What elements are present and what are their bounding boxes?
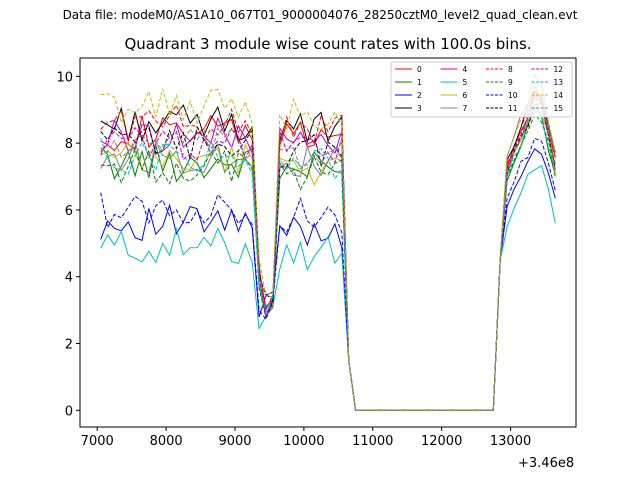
legend-label-2: 2	[417, 91, 422, 100]
y-tick-label: 2	[65, 338, 73, 353]
y-tick-label: 0	[65, 404, 73, 419]
x-tick-label: 9000	[218, 434, 251, 449]
legend-label-14: 14	[554, 91, 564, 100]
x-axis-ticks: 7000 8000 9000 10000 11000 12000 13000	[81, 427, 531, 449]
series-line-2	[100, 148, 556, 411]
series-line-15	[100, 96, 556, 411]
series-line-3	[100, 90, 556, 411]
series-line-7	[100, 73, 556, 411]
legend-label-7: 7	[463, 104, 468, 113]
legend-label-10: 10	[508, 91, 518, 100]
chart-title: Quadrant 3 module wise count rates with …	[124, 35, 532, 53]
y-axis-ticks: 0 2 4 6 8 10	[56, 70, 80, 419]
series-line-9	[100, 113, 556, 411]
series-line-11	[100, 102, 556, 411]
series-line-0	[100, 84, 556, 411]
x-tick-label: 12000	[421, 434, 462, 449]
y-tick-label: 4	[65, 271, 73, 286]
legend-label-8: 8	[508, 65, 513, 74]
legend-label-4: 4	[463, 65, 468, 74]
y-tick-label: 10	[56, 70, 73, 85]
x-tick-label: 8000	[150, 434, 183, 449]
x-axis-offset-label: +3.46e8	[518, 456, 574, 471]
x-tick-label: 10000	[283, 434, 324, 449]
legend-label-13: 13	[554, 78, 564, 87]
legend-label-15: 15	[554, 104, 564, 113]
figure-suptitle: Data file: modeM0/AS1A10_067T01_90000040…	[62, 8, 578, 22]
series-line-13	[100, 102, 556, 411]
y-tick-label: 6	[65, 204, 73, 219]
legend-box	[390, 61, 573, 118]
legend-label-12: 12	[554, 65, 564, 74]
series-lines-layer	[100, 73, 556, 411]
y-tick-label: 8	[65, 137, 73, 152]
series-line-6	[100, 102, 556, 411]
x-tick-label: 7000	[81, 434, 114, 449]
x-tick-label: 13000	[490, 434, 531, 449]
legend-label-1: 1	[417, 78, 422, 87]
legend-label-3: 3	[417, 104, 422, 113]
axes-frame	[79, 57, 577, 428]
x-tick-label: 11000	[352, 434, 393, 449]
legend-label-6: 6	[463, 91, 468, 100]
legend-label-9: 9	[508, 78, 513, 87]
legend-label-0: 0	[417, 65, 422, 74]
legend-label-5: 5	[463, 78, 468, 87]
series-line-10	[100, 137, 556, 411]
legend-label-11: 11	[508, 104, 518, 113]
series-line-5	[100, 165, 556, 411]
